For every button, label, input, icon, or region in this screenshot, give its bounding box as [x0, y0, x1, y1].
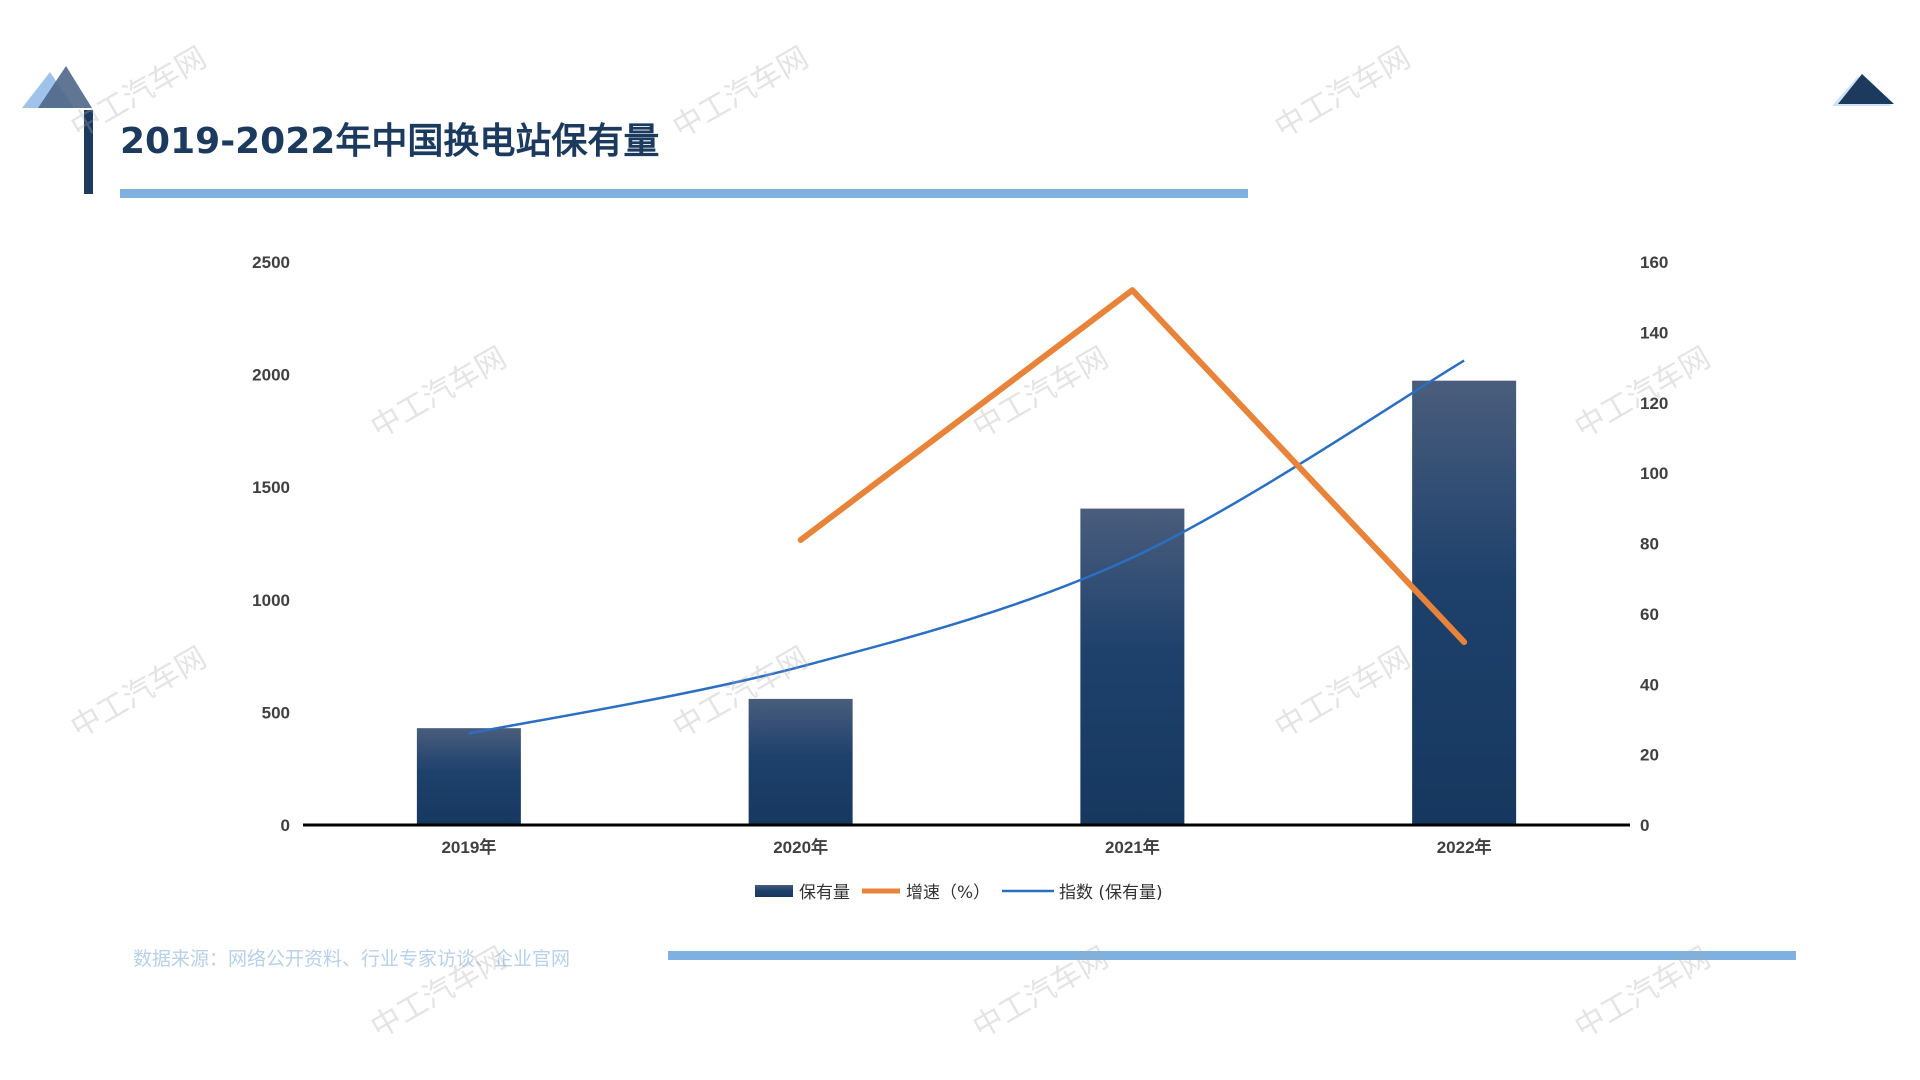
right-axis-tick-label: 100 [1640, 464, 1668, 483]
right-axis: 0 20 40 60 80 100 120 140 160 [1640, 253, 1668, 835]
left-axis-tick-label: 0 [281, 816, 290, 835]
legend-label-bar: 保有量 [799, 883, 850, 903]
left-axis-tick-label: 2500 [252, 253, 290, 272]
right-axis-tick-label: 60 [1640, 605, 1659, 624]
legend-label-growth: 增速（%） [906, 883, 990, 903]
right-axis-tick-label: 160 [1640, 253, 1668, 272]
bar [416, 728, 521, 825]
bar-series [416, 380, 1517, 825]
right-axis-tick-label: 0 [1640, 816, 1649, 835]
x-axis-tick-label: 2022年 [1437, 837, 1492, 857]
left-axis-tick-label: 500 [262, 703, 290, 722]
x-axis-tick-label: 2021年 [1105, 837, 1160, 857]
right-axis-tick-label: 20 [1640, 746, 1659, 765]
x-axis: 2019年 2020年 2021年 2022年 [441, 837, 1491, 857]
corner-decoration-left [22, 66, 92, 108]
corner-decoration-right [1832, 74, 1894, 106]
source-note: 数据来源：网络公开资料、行业专家访谈、企业官网 [133, 948, 571, 970]
title-underline [120, 189, 1248, 198]
title-accent-bar [84, 110, 93, 194]
page-title: 2019-2022年中国换电站保有量 [120, 121, 660, 162]
right-axis-tick-label: 40 [1640, 675, 1659, 694]
growth-line [797, 287, 1468, 646]
footer-divider [668, 951, 1796, 960]
index-trendline [468, 359, 1465, 735]
left-axis: 0 500 1000 1500 2000 2500 [252, 253, 290, 835]
left-axis-tick-label: 1000 [252, 591, 290, 610]
right-axis-tick-label: 80 [1640, 535, 1659, 554]
bar [748, 698, 853, 825]
left-axis-tick-label: 2000 [252, 366, 290, 385]
legend-label-index: 指数 (保有量) [1059, 883, 1163, 903]
x-axis-tick-label: 2019年 [441, 837, 496, 857]
bar [1080, 508, 1185, 825]
right-axis-tick-label: 140 [1640, 323, 1668, 342]
legend: 保有量 增速（%） 指数 (保有量) [755, 883, 1163, 903]
left-axis-tick-label: 1500 [252, 478, 290, 497]
legend-swatch-bar [755, 885, 793, 897]
right-axis-tick-label: 120 [1640, 394, 1668, 413]
x-axis-tick-label: 2020年 [773, 837, 828, 857]
